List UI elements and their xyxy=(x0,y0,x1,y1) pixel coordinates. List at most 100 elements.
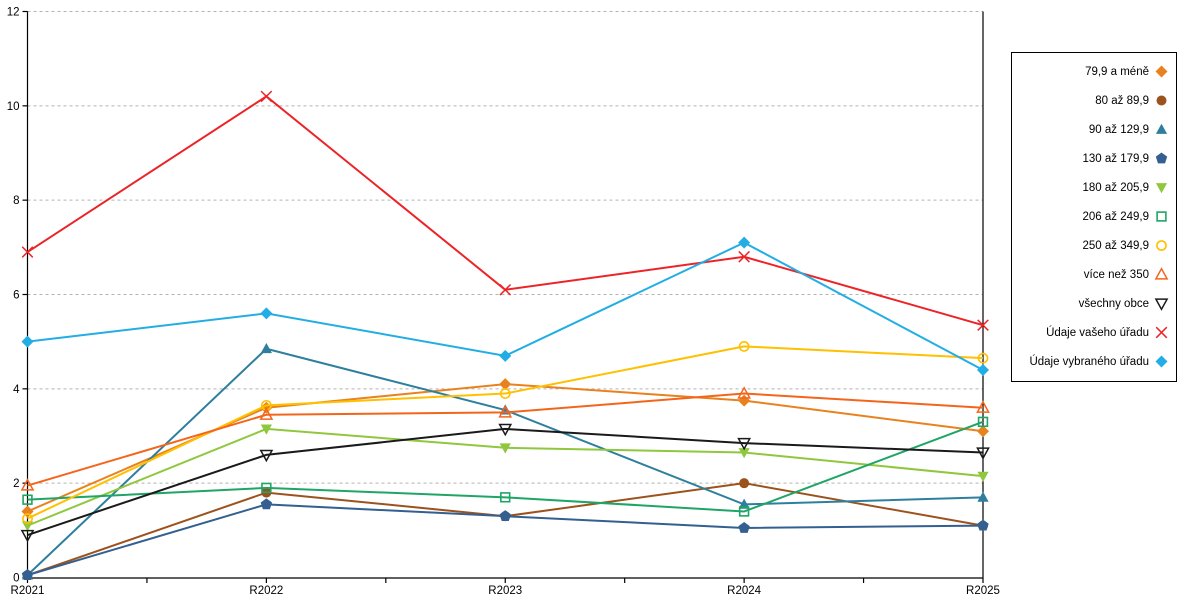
legend-item-2: 90 až 129,9 xyxy=(1016,115,1169,144)
y-tick-label: 0 xyxy=(13,573,19,585)
legend-label: 206 až 249,9 xyxy=(1082,210,1149,223)
series-6 xyxy=(22,340,989,524)
legend-label: Údaje vybraného úřadu xyxy=(1029,355,1149,368)
data-point xyxy=(499,349,512,362)
data-point xyxy=(260,498,273,510)
data-point xyxy=(977,319,989,331)
series-7 xyxy=(20,386,990,491)
data-point xyxy=(260,90,273,103)
series-line xyxy=(27,392,984,487)
series-line xyxy=(27,427,984,536)
series-line xyxy=(27,420,984,513)
data-point xyxy=(977,363,989,376)
data-point xyxy=(260,424,272,435)
series-3 xyxy=(21,498,989,580)
data-point xyxy=(737,437,751,451)
legend-label: 250 až 349,9 xyxy=(1082,239,1149,252)
series-9 xyxy=(21,90,989,331)
legend-item-5: 206 až 249,9 xyxy=(1016,202,1169,231)
square-open-legend-icon xyxy=(1156,211,1167,222)
data-point xyxy=(977,416,989,428)
legend-label: 90 až 129,9 xyxy=(1088,123,1149,136)
legend-box: 79,9 a méně 80 až 89,9 90 až 129,9 130 až 1… xyxy=(1011,52,1177,382)
series-10 xyxy=(21,236,989,376)
data-point xyxy=(259,407,274,420)
y-tick-label: 6 xyxy=(13,290,19,302)
data-point xyxy=(738,448,750,459)
data-point xyxy=(498,423,513,437)
data-point xyxy=(499,510,511,522)
data-point xyxy=(977,491,989,502)
triangle-down-legend-icon xyxy=(1155,183,1168,194)
legend-item-9: Údaje vašeho úřadu xyxy=(1016,318,1169,347)
triangle-down-open-legend-icon xyxy=(1154,298,1169,311)
y-tick-label: 2 xyxy=(13,478,19,490)
data-point xyxy=(499,443,511,454)
series-4 xyxy=(21,424,989,532)
y-tick-label: 8 xyxy=(13,195,19,207)
y-tick-label: 4 xyxy=(13,384,20,396)
series-line xyxy=(27,345,984,520)
data-point xyxy=(21,246,34,258)
data-point xyxy=(260,307,273,320)
data-point xyxy=(738,506,750,517)
legend-item-10: Údaje vybraného úřadu xyxy=(1016,347,1169,376)
data-point xyxy=(738,521,750,533)
data-point xyxy=(21,569,34,580)
diamond-legend-icon xyxy=(1155,355,1168,368)
data-point xyxy=(500,492,511,503)
data-point xyxy=(977,519,989,531)
legend-label: Údaje vašeho úřadu xyxy=(1046,326,1149,339)
data-point xyxy=(976,447,990,460)
x-tick-label: R2021 xyxy=(11,585,45,597)
legend-label: 180 až 205,9 xyxy=(1082,181,1149,194)
y-tick-label: 10 xyxy=(7,101,20,113)
data-point xyxy=(977,471,989,482)
triangle-open-legend-icon xyxy=(1154,267,1169,280)
data-point xyxy=(259,449,274,463)
x-tick-label: R2022 xyxy=(249,585,283,597)
data-point xyxy=(738,236,751,249)
data-point xyxy=(499,283,512,296)
x-tick-label: R2023 xyxy=(488,585,522,597)
data-point xyxy=(21,335,34,348)
legend-label: 130 až 179,9 xyxy=(1082,152,1149,165)
data-point xyxy=(22,513,33,524)
legend-label: všechny obce xyxy=(1078,297,1149,310)
data-point xyxy=(20,529,35,543)
circle-open-legend-icon xyxy=(1156,240,1167,251)
legend-label: 79,9 a méně xyxy=(1085,65,1149,78)
legend-item-4: 180 až 205,9 xyxy=(1016,173,1169,202)
data-point xyxy=(261,482,272,494)
y-tick-label: 12 xyxy=(7,7,20,19)
data-point xyxy=(738,250,750,263)
data-point xyxy=(976,400,990,413)
data-point xyxy=(737,386,751,399)
data-point xyxy=(21,521,34,532)
series-5 xyxy=(22,416,989,517)
legend-label: 80 až 89,9 xyxy=(1095,94,1149,107)
data-point xyxy=(22,494,33,505)
data-point xyxy=(499,388,511,399)
data-point xyxy=(499,378,512,391)
legend-item-7: více než 350 xyxy=(1016,260,1169,289)
pentagon-legend-icon xyxy=(1155,152,1168,164)
data-point xyxy=(738,340,750,352)
legend-item-1: 80 až 89,9 xyxy=(1016,86,1169,115)
data-point xyxy=(20,478,35,491)
data-point xyxy=(738,498,750,509)
circle-legend-icon xyxy=(1156,95,1167,106)
data-point xyxy=(498,405,513,418)
x-legend-icon xyxy=(1155,326,1168,339)
data-point xyxy=(739,478,750,489)
legend-item-8: všechny obce xyxy=(1016,289,1169,318)
triangle-legend-icon xyxy=(1155,123,1168,134)
diamond-legend-icon xyxy=(1155,65,1168,78)
data-point xyxy=(977,425,989,438)
data-point xyxy=(260,342,272,354)
legend-label: více než 350 xyxy=(1083,268,1149,281)
x-tick-label: R2024 xyxy=(727,585,761,597)
series-line xyxy=(26,95,984,327)
legend-item-0: 79,9 a méně xyxy=(1016,57,1169,86)
